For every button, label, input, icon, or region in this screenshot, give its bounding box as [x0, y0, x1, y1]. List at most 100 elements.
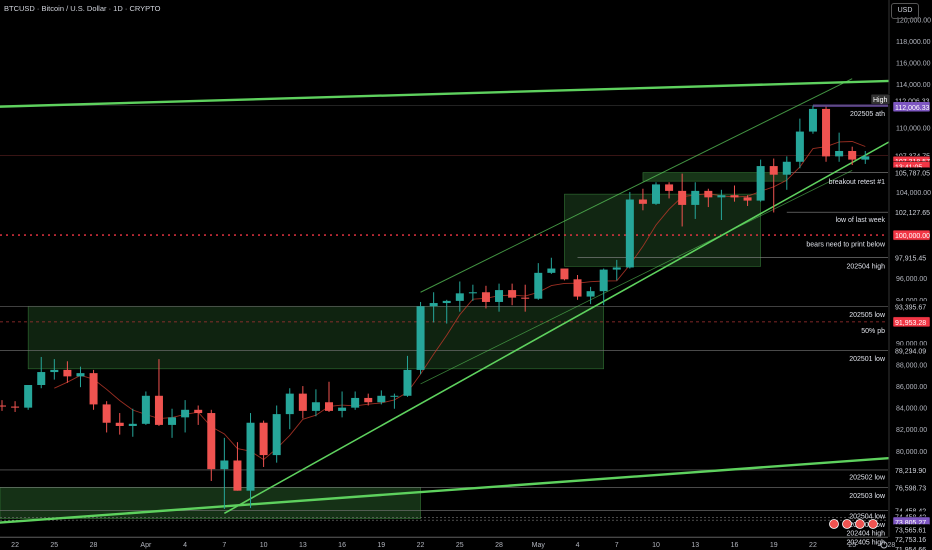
upper-trendline — [0, 78, 931, 108]
price-tick-label: 80,000.00 — [896, 449, 927, 456]
header-title: BTCUSD · Bitcoin / U.S. Dollar · 1D · CR… — [4, 4, 161, 13]
demand-zone — [27, 305, 604, 370]
candle-body — [102, 404, 111, 423]
settings-gear-icon[interactable] — [880, 541, 888, 549]
demand-zone — [642, 172, 788, 182]
candle-body — [717, 195, 726, 198]
price-tag: 72,753.16 — [895, 537, 926, 544]
candle-body — [795, 131, 804, 162]
candle-body — [272, 414, 281, 456]
level-label: 202505 ath — [850, 111, 885, 118]
candle-body — [416, 306, 425, 370]
channel-lower-line — [420, 170, 853, 385]
nav-icon[interactable] — [829, 519, 839, 529]
time-tick-label: 25 — [456, 542, 464, 549]
level-label: 202504 high — [846, 263, 885, 270]
candle-body — [377, 395, 386, 403]
candle-body — [599, 269, 608, 292]
time-tick-label: 22 — [11, 542, 19, 549]
nav-icon[interactable] — [868, 519, 878, 529]
time-tick-label: 16 — [338, 542, 346, 549]
level-label: 202504 low — [849, 513, 886, 520]
price-tag-bg — [892, 543, 931, 550]
currency-button[interactable]: USD — [891, 3, 919, 19]
level-label: 202501 low — [849, 356, 886, 363]
level-label: 202404 low — [849, 522, 886, 529]
candle-body — [704, 190, 713, 198]
candle-body — [285, 393, 294, 415]
candle-body — [37, 372, 46, 385]
level-label: 202503 low — [849, 493, 886, 500]
price-tag-bg — [892, 464, 931, 476]
candle-body — [338, 407, 347, 411]
candle-body — [560, 268, 569, 280]
candle-body — [63, 369, 72, 377]
time-tick-label: 19 — [770, 542, 778, 549]
candle-body — [0, 405, 6, 407]
price-tag: 73,565.61 — [895, 528, 926, 535]
level-label: 50% pb — [861, 328, 885, 335]
candle-body — [756, 166, 765, 201]
time-tick-label: 7 — [615, 542, 619, 549]
price-tick-label: 82,000.00 — [896, 427, 927, 434]
price-tag: 105,787.05 — [895, 171, 930, 178]
price-tag-bg — [892, 101, 931, 113]
price-tick-label: 96,000.00 — [896, 276, 927, 283]
candle-body — [665, 184, 674, 191]
candle-body — [468, 292, 477, 294]
time-tick-label: 4 — [576, 542, 580, 549]
level-label: 202502 low — [849, 475, 886, 482]
candle-body — [573, 279, 582, 297]
level-label: 202404 high — [846, 531, 885, 538]
moving-average-line — [54, 141, 866, 461]
candle-body — [220, 460, 229, 470]
candle-body — [638, 199, 647, 204]
candle-body — [625, 199, 634, 268]
time-tick-label: 22 — [417, 542, 425, 549]
nav-icon[interactable] — [842, 519, 852, 529]
candle-body — [311, 402, 320, 411]
price-tag: 97,915.45 — [895, 256, 926, 263]
time-tick-label: 28 — [90, 542, 98, 549]
level-label: bears need to print below — [806, 242, 886, 249]
candle-body — [691, 190, 700, 205]
price-tick-label: 120,000.00 — [896, 17, 931, 24]
candle-body — [730, 195, 739, 198]
nav-icon[interactable] — [855, 519, 865, 529]
candle-body — [50, 369, 59, 373]
price-tag-bg — [892, 252, 931, 263]
candle-body — [24, 385, 33, 408]
price-tag: 76,598.73 — [895, 485, 926, 492]
price-tag-bg — [892, 167, 931, 178]
time-tick-label: 4 — [183, 542, 187, 549]
price-tag-bg — [892, 345, 931, 356]
price-tag-bg — [892, 206, 931, 218]
time-tick-label: May — [532, 542, 546, 549]
candle-body — [678, 190, 687, 205]
price-tag: 73,805.27 — [895, 520, 926, 527]
candle-body — [534, 272, 543, 299]
price-tag-bg — [892, 229, 931, 241]
time-tick-label: 28 — [495, 542, 503, 549]
time-tick-label: 22 — [809, 542, 817, 549]
price-tick-label: 116,000.00 — [896, 61, 931, 68]
price-axis-bg — [889, 0, 932, 550]
time-tick-label: 16 — [731, 542, 739, 549]
price-tick-label: 114,000.00 — [896, 82, 931, 89]
candle-body — [429, 303, 438, 307]
candle-body — [848, 150, 857, 160]
price-tag: 93,395.67 — [895, 304, 926, 311]
candle-body — [141, 395, 150, 424]
candle-body — [442, 300, 451, 304]
candle-body — [233, 460, 242, 491]
candle-body — [89, 373, 98, 405]
time-tick-label: 25 — [848, 542, 856, 549]
candle-body — [455, 293, 464, 301]
price-tag: 102,127.65 — [895, 210, 930, 217]
level-label: low of last week — [836, 217, 886, 224]
level-label: 202505 low — [849, 312, 886, 319]
candle-body — [259, 422, 268, 456]
candle-body — [508, 290, 517, 298]
rising-support-line — [223, 117, 932, 515]
